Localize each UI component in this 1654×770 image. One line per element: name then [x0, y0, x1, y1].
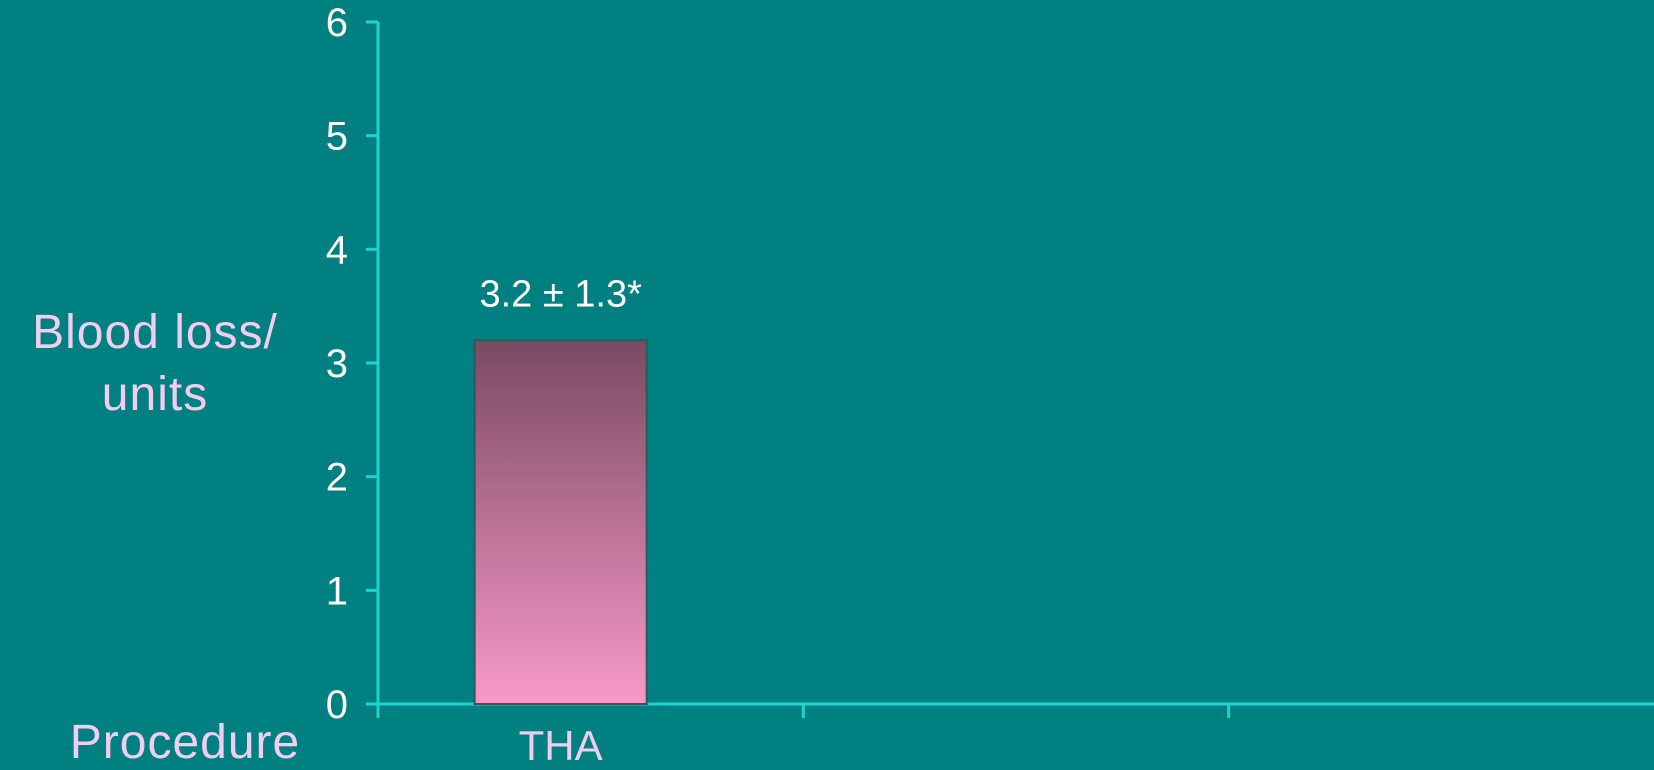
x-category-label-THA: THA	[519, 722, 603, 765]
y-tick-label-6: 6	[326, 1, 348, 45]
y-axis-title-line-1: Blood loss/	[32, 306, 278, 359]
y-tick-label-2: 2	[326, 456, 348, 500]
y-tick-label-3: 3	[326, 342, 348, 386]
plot-area: 0 1 2 3 4 5 6 3.2 ± 1.3* THA	[326, 1, 1654, 769]
bar-THA	[473, 339, 648, 705]
y-tick-label-5: 5	[326, 115, 348, 159]
y-axis-title-line-2: units	[102, 368, 208, 421]
y-tick-label-4: 4	[326, 228, 348, 272]
x-axis-title: Procedure	[70, 716, 300, 765]
data-label-THA: 3.2 ± 1.3*	[479, 273, 642, 315]
y-tick-label-0: 0	[326, 683, 348, 727]
y-tick-label-1: 1	[326, 569, 348, 613]
